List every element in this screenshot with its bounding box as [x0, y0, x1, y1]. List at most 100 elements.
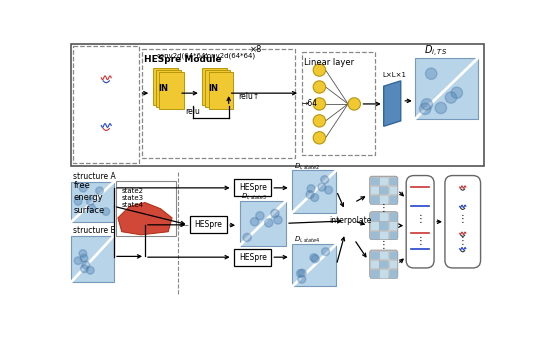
Text: conv2d(64*64): conv2d(64*64)	[157, 53, 209, 59]
Circle shape	[102, 208, 110, 215]
Circle shape	[435, 102, 447, 114]
Circle shape	[79, 250, 87, 257]
Bar	[389, 221, 397, 230]
Bar	[370, 231, 379, 239]
Bar	[71, 182, 114, 222]
Text: interpolate: interpolate	[329, 217, 372, 225]
Text: →64: →64	[301, 99, 318, 108]
Bar	[142, 49, 295, 158]
Text: IN: IN	[159, 84, 168, 93]
Polygon shape	[205, 70, 230, 107]
Text: HESpre Module: HESpre Module	[144, 55, 222, 64]
Circle shape	[74, 257, 82, 265]
Bar	[389, 212, 397, 221]
Circle shape	[446, 92, 457, 103]
Circle shape	[80, 265, 88, 273]
Bar	[116, 181, 176, 236]
Bar	[370, 251, 379, 259]
Bar	[415, 58, 478, 119]
Text: $D_{i,state2}$: $D_{i,state2}$	[294, 160, 320, 171]
Circle shape	[313, 81, 326, 93]
Polygon shape	[384, 81, 401, 126]
Bar	[301, 52, 375, 155]
Circle shape	[256, 211, 264, 220]
Bar	[380, 260, 388, 268]
Text: state3: state3	[122, 195, 144, 201]
Bar	[240, 201, 286, 245]
Bar	[292, 244, 336, 286]
Circle shape	[451, 87, 463, 99]
Circle shape	[420, 103, 431, 115]
Circle shape	[325, 186, 333, 194]
Bar	[389, 260, 397, 268]
Polygon shape	[159, 72, 184, 109]
Text: IN: IN	[208, 84, 218, 93]
Text: HESpre: HESpre	[194, 220, 222, 230]
Circle shape	[75, 198, 82, 205]
Polygon shape	[202, 68, 227, 105]
Text: ⋮: ⋮	[458, 215, 468, 224]
Circle shape	[312, 255, 319, 263]
Text: conv2d(64*64): conv2d(64*64)	[203, 53, 255, 59]
Bar	[370, 221, 379, 230]
Text: Linear layer: Linear layer	[304, 58, 354, 67]
Circle shape	[322, 248, 329, 256]
Bar	[234, 180, 271, 196]
Circle shape	[306, 191, 314, 199]
Text: state4: state4	[122, 202, 144, 208]
Text: ×8: ×8	[249, 45, 262, 54]
Circle shape	[265, 219, 273, 227]
Bar	[389, 177, 397, 185]
Bar	[380, 221, 388, 230]
Bar	[370, 260, 379, 268]
Polygon shape	[118, 203, 172, 235]
Bar	[370, 195, 379, 204]
Text: $D_{i,TS}$: $D_{i,TS}$	[424, 44, 447, 60]
Bar	[389, 269, 397, 277]
Polygon shape	[208, 72, 233, 109]
Bar	[370, 269, 379, 277]
Text: L×L×1: L×L×1	[382, 72, 406, 78]
Circle shape	[296, 270, 305, 277]
Bar	[389, 186, 397, 194]
Bar	[380, 231, 388, 239]
Circle shape	[251, 218, 259, 226]
Circle shape	[421, 99, 433, 110]
Text: HESpre: HESpre	[239, 183, 267, 192]
Bar	[292, 170, 336, 212]
Text: free
energy
surface: free energy surface	[73, 181, 105, 215]
Text: structure A: structure A	[73, 172, 116, 181]
Bar	[234, 249, 271, 266]
Circle shape	[313, 132, 326, 144]
Text: relu: relu	[186, 107, 200, 116]
Circle shape	[79, 185, 87, 192]
Bar	[389, 251, 397, 259]
Text: ⋮: ⋮	[458, 236, 468, 246]
Text: structure B: structure B	[73, 225, 116, 235]
Text: ⋮: ⋮	[415, 215, 425, 224]
Circle shape	[307, 185, 315, 192]
Text: ⋮: ⋮	[379, 203, 389, 213]
Circle shape	[82, 261, 90, 269]
FancyBboxPatch shape	[406, 175, 434, 268]
FancyBboxPatch shape	[370, 176, 397, 204]
Circle shape	[313, 64, 326, 76]
Text: relu↑: relu↑	[238, 92, 259, 101]
Bar	[73, 46, 139, 163]
Text: $D_{i,state3}$: $D_{i,state3}$	[241, 191, 267, 201]
Circle shape	[321, 176, 329, 184]
Circle shape	[426, 68, 437, 79]
Bar	[370, 212, 379, 221]
Bar	[190, 216, 227, 233]
Bar	[389, 195, 397, 204]
Circle shape	[318, 183, 326, 191]
Text: ⋮: ⋮	[379, 240, 389, 250]
Bar	[71, 44, 484, 166]
Circle shape	[243, 233, 251, 242]
Bar	[380, 195, 388, 204]
Text: HESpre: HESpre	[239, 253, 267, 262]
Circle shape	[86, 198, 94, 205]
Circle shape	[348, 98, 361, 110]
Circle shape	[313, 115, 326, 127]
Circle shape	[310, 254, 318, 261]
